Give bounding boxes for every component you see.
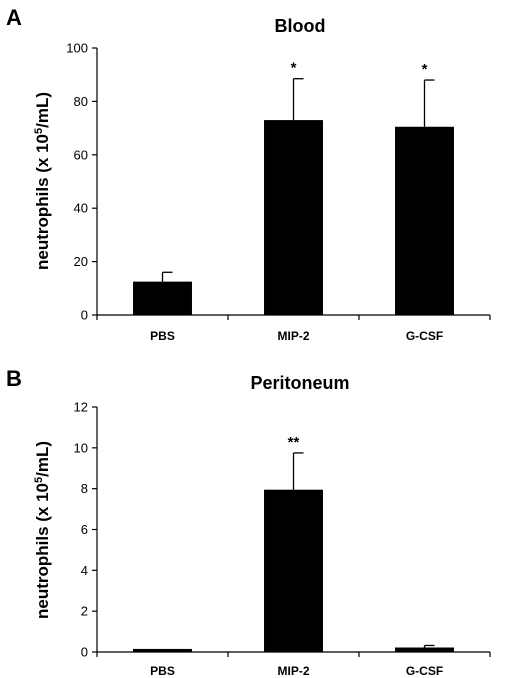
y-axis-label-a-main: neutrophils (x 10	[33, 134, 52, 270]
y-tick-label-b-8: 8	[81, 481, 88, 496]
bar-a-pbs	[133, 281, 192, 315]
category-label-b-pbs: PBS	[150, 664, 175, 678]
chart-marks-b: 0 2 4 6 8 10 12 PBS MIP-2 ** G-CSF	[74, 400, 491, 678]
panel-letter-a: A	[6, 5, 22, 30]
y-tick-label-a-0: 0	[81, 308, 88, 323]
category-label-a-pbs: PBS	[150, 329, 175, 343]
category-label-a-mip2: MIP-2	[277, 329, 309, 343]
y-axis-label-a-sup: 5	[33, 128, 45, 134]
y-axis-label-b-sup: 5	[33, 477, 45, 483]
chart-title-peritoneum: Peritoneum	[250, 373, 349, 393]
y-axis-label-b: neutrophils (x 105/mL)	[33, 441, 52, 619]
bar-a-mip2	[264, 120, 323, 315]
chart-marks-a: 0 20 40 60 80 100 PBS MIP-2 * G-CSF *	[66, 41, 491, 343]
significance-mark-b-mip2: **	[288, 434, 300, 451]
y-tick-label-b-0: 0	[81, 645, 88, 660]
chart-panel-b: B Peritoneum neutrophils (x 105/mL) 0 2 4 6…	[6, 366, 491, 678]
significance-mark-a-gcsf: *	[422, 61, 428, 78]
y-tick-label-b-12: 12	[74, 400, 88, 415]
bar-b-mip2	[264, 489, 323, 652]
chart-panel-a: A Blood neutrophils (x 105/mL) 0 20 40 60 80…	[6, 5, 491, 343]
category-label-b-mip2: MIP-2	[277, 664, 309, 678]
y-tick-label-a-40: 40	[74, 201, 88, 216]
category-label-b-gcsf: G-CSF	[406, 664, 443, 678]
y-tick-label-b-4: 4	[81, 563, 88, 578]
chart-title-blood: Blood	[275, 16, 326, 36]
bar-a-gcsf	[395, 126, 454, 315]
significance-mark-a-mip2: *	[291, 60, 297, 77]
bar-b-pbs	[133, 648, 192, 652]
y-tick-label-b-6: 6	[81, 522, 88, 537]
y-axis-label-b-unit: /mL)	[33, 441, 52, 477]
y-axis-label-a-unit: /mL)	[33, 92, 52, 128]
panel-letter-b: B	[6, 366, 22, 391]
y-tick-label-a-100: 100	[66, 41, 88, 56]
bar-b-gcsf	[395, 647, 454, 652]
y-tick-label-b-2: 2	[81, 604, 88, 619]
y-tick-label-a-80: 80	[74, 94, 88, 109]
y-tick-label-a-20: 20	[74, 254, 88, 269]
y-tick-label-b-10: 10	[74, 440, 88, 455]
category-label-a-gcsf: G-CSF	[406, 329, 443, 343]
y-axis-label-b-main: neutrophils (x 10	[33, 483, 52, 619]
y-axis-label-a: neutrophils (x 105/mL)	[33, 92, 52, 270]
y-tick-label-a-60: 60	[74, 147, 88, 162]
